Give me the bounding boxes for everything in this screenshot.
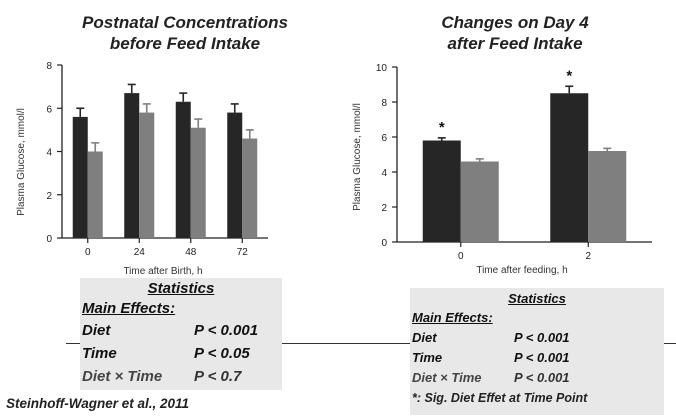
- chart-2-glucose-day4: Plasma Glucose, mmol/l Time after feedin…: [352, 63, 652, 276]
- stats-right-subheading: Main Effects:: [412, 310, 493, 325]
- chart-2-y-axis-label: Plasma Glucose, mmol/l: [352, 103, 363, 211]
- stats-left-row-value: P < 0.001: [194, 322, 259, 339]
- chart-1-y-tick-label: 2: [46, 191, 52, 202]
- divider-line-left: [66, 343, 81, 344]
- chart-1-bar: [175, 101, 191, 238]
- chart-1-bar: [227, 112, 243, 238]
- chart-1-bar: [87, 151, 103, 238]
- divider-line-middle: [281, 343, 411, 344]
- chart-2-x-tick-label: 2: [585, 251, 591, 262]
- chart-1-x-tick-label: 0: [85, 247, 91, 258]
- chart-2-y-tick-label: 0: [381, 238, 387, 249]
- stats-right-row-label: Diet × Time: [412, 370, 482, 385]
- stats-left-row-label: Diet: [82, 322, 111, 339]
- stats-left-heading: Statistics: [147, 280, 215, 297]
- stats-left-row-value: P < 0.05: [194, 345, 250, 362]
- chart-2-bar: [460, 161, 499, 242]
- chart-1-bar: [190, 127, 206, 238]
- chart-2-significance-asterisk: *: [439, 119, 445, 136]
- chart-1-x-tick-label: 48: [185, 247, 197, 258]
- chart-2-significance-asterisk: *: [566, 67, 572, 84]
- chart-2-bar: [588, 151, 627, 242]
- chart-2-y-tick-label: 10: [376, 63, 388, 74]
- chart-1-bar: [72, 116, 88, 238]
- stats-right-heading: Statistics: [508, 291, 566, 306]
- chart-1-x-tick-label: 72: [237, 247, 249, 258]
- chart-2-x-tick-label: 0: [458, 251, 464, 262]
- chart-2-title: Changes on Day 4 after Feed Intake: [400, 12, 630, 54]
- chart-1-y-tick-label: 4: [46, 148, 52, 159]
- stats-box-left: Statistics Main Effects: Diet P < 0.001 …: [80, 278, 282, 390]
- chart-2-y-tick-label: 6: [381, 133, 387, 144]
- stats-right-row-value: P < 0.001: [514, 370, 570, 385]
- stats-left-row-label: Diet × Time: [82, 368, 163, 385]
- chart-1-bar: [139, 112, 155, 238]
- stats-left-subheading: Main Effects:: [82, 300, 176, 317]
- chart-1-bar: [242, 138, 258, 238]
- chart-1-title: Postnatal Concentrations before Feed Int…: [60, 12, 310, 54]
- chart-1-y-tick-label: 6: [46, 104, 52, 115]
- chart-1-y-axis-label: Plasma Glucose, mmol/l: [16, 108, 27, 216]
- chart-2-y-tick-label: 8: [381, 98, 387, 109]
- chart-1-y-tick-label: 8: [46, 61, 52, 72]
- stats-right-footnote: *: Sig. Diet Effet at Time Point: [412, 391, 588, 405]
- chart-2-x-axis-label: Time after feeding, h: [476, 265, 567, 276]
- chart-1-glucose-before-feed: Plasma Glucose, mmol/l Time after Birth,…: [16, 61, 268, 277]
- chart-2-title-line-2: after Feed Intake: [447, 34, 583, 53]
- stats-right-row-value: P < 0.001: [514, 350, 570, 365]
- chart-1-x-tick-label: 24: [134, 247, 146, 258]
- chart-2-y-tick-label: 2: [381, 203, 387, 214]
- chart-2-bar: [422, 140, 461, 242]
- divider-line-right: [664, 343, 676, 344]
- chart-1-bar: [124, 93, 140, 238]
- chart-1-title-line-2: before Feed Intake: [109, 34, 261, 53]
- stats-right-row-label: Diet: [412, 330, 437, 345]
- stats-right-row-value: P < 0.001: [514, 330, 570, 345]
- chart-1-x-axis-label: Time after Birth, h: [123, 266, 202, 277]
- chart-2-y-tick-label: 4: [381, 168, 387, 179]
- stats-right-row-label: Time: [412, 350, 443, 365]
- stats-box-right: Statistics Main Effects: Diet P < 0.001 …: [410, 288, 664, 415]
- chart-2-bar: [550, 93, 589, 242]
- chart-1-title-line-1: Postnatal Concentrations: [82, 13, 288, 32]
- chart-1-y-tick-label: 0: [46, 234, 52, 245]
- chart-2-title-line-1: Changes on Day 4: [441, 13, 589, 32]
- stats-left-row-value: P < 0.7: [194, 368, 242, 385]
- citation: Steinhoff-Wagner et al., 2011: [6, 396, 190, 411]
- stats-left-row-label: Time: [82, 345, 117, 362]
